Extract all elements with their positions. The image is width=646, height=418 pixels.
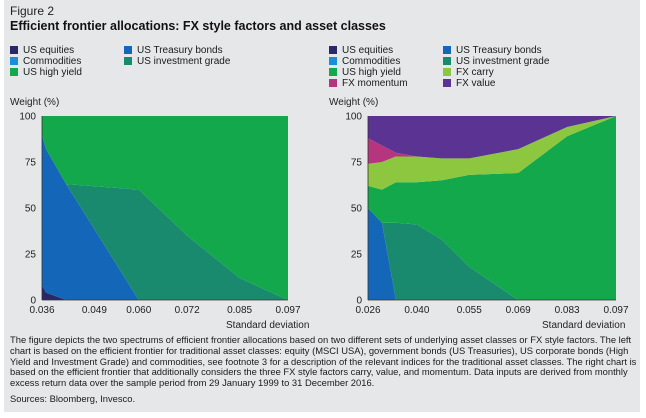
- legend-item-us-investment-grade: US investment grade: [443, 56, 549, 67]
- x-tick-label: 0.040: [404, 305, 429, 316]
- y-tick-label: 0: [30, 296, 36, 307]
- x-tick-label: 0.060: [126, 305, 151, 316]
- figure-sources: Sources: Bloomberg, Invesco.: [10, 393, 136, 404]
- x-tick-label: 0.049: [82, 305, 107, 316]
- x-tick-label: 0.097: [275, 305, 300, 316]
- legend-swatch: [329, 79, 337, 87]
- legend-swatch: [443, 68, 451, 76]
- left-y-axis-label: Weight (%): [10, 97, 60, 108]
- figure-caption: The figure depicts the two spectrums of …: [10, 334, 637, 389]
- legend-swatch: [10, 46, 18, 54]
- y-tick-label: 100: [19, 112, 36, 123]
- area-us-high-yield: [368, 116, 616, 300]
- y-tick-label: 75: [351, 158, 363, 169]
- legend-label: Commodities: [342, 56, 401, 67]
- figure-title: Efficient frontier allocations: FX style…: [10, 19, 386, 33]
- legend-label: FX momentum: [342, 78, 408, 89]
- x-tick-label: 0.036: [29, 305, 54, 316]
- x-tick-label: 0.085: [227, 305, 252, 316]
- legend-label: US Treasury bonds: [456, 45, 542, 56]
- right-chart-legend: US equities US Treasury bonds Commodities U…: [329, 45, 629, 93]
- legend-item-commodities: Commodities: [10, 56, 81, 67]
- right-chart: 0 25 50 75 100 0.026 0.040 0.055 0.069 0.083 0.097: [345, 112, 629, 317]
- legend-item-us-equities: US equities: [329, 45, 393, 56]
- legend-label: FX value: [456, 78, 496, 89]
- legend-label: Commodities: [23, 56, 82, 67]
- legend-item-us-treasury-bonds: US Treasury bonds: [443, 45, 542, 56]
- legend-swatch: [329, 46, 337, 54]
- figure-label: Figure 2: [10, 4, 55, 18]
- legend-label: US investment grade: [137, 56, 231, 67]
- area-fx-carry: [368, 116, 616, 190]
- area-us-high-yield: [42, 116, 288, 300]
- legend-item-commodities: Commodities: [329, 56, 400, 67]
- x-tick-label: 0.026: [355, 305, 380, 316]
- y-tick-label: 100: [345, 112, 362, 123]
- legend-swatch: [10, 57, 18, 65]
- y-tick-label: 50: [25, 204, 37, 215]
- legend-item-fx-carry: FX carry: [443, 67, 494, 78]
- x-tick-label: 0.083: [555, 305, 580, 316]
- legend-swatch: [443, 46, 451, 54]
- y-tick-label: 0: [356, 296, 362, 307]
- legend-swatch: [329, 57, 337, 65]
- legend-label: US equities: [342, 45, 394, 56]
- right-y-axis-label: Weight (%): [329, 97, 379, 108]
- area-us-investment-grade: [368, 208, 616, 300]
- legend-label: US equities: [23, 45, 75, 56]
- legend-label: US high yield: [23, 67, 82, 78]
- legend-item-us-equities: US equities: [10, 45, 74, 56]
- area-fx-value: [368, 116, 616, 159]
- area-us-treasury-bonds: [42, 134, 288, 300]
- legend-swatch: [443, 57, 451, 65]
- legend-label: US investment grade: [456, 56, 550, 67]
- legend-label: US high yield: [342, 67, 401, 78]
- legend-item-us-high-yield: US high yield: [10, 67, 82, 78]
- legend-item-us-treasury-bonds: US Treasury bonds: [124, 45, 223, 56]
- x-tick-label: 0.069: [506, 305, 531, 316]
- legend-item-fx-value: FX value: [443, 78, 495, 89]
- legend-label: US Treasury bonds: [137, 45, 223, 56]
- legend-swatch: [10, 68, 18, 76]
- legend-item-us-investment-grade: US investment grade: [124, 56, 230, 67]
- y-tick-label: 25: [25, 250, 37, 261]
- x-tick-label: 0.097: [603, 305, 628, 316]
- legend-swatch: [329, 68, 337, 76]
- figure-frame: Figure 2 Efficient frontier allocations:…: [4, 0, 640, 412]
- right-x-axis-label: Standard deviation: [542, 320, 626, 331]
- y-tick-label: 50: [351, 204, 363, 215]
- left-x-axis-label: Standard deviation: [226, 320, 310, 331]
- area-us-investment-grade: [42, 134, 288, 300]
- x-tick-label: 0.055: [457, 305, 482, 316]
- legend-swatch: [124, 46, 132, 54]
- y-tick-label: 75: [25, 158, 37, 169]
- left-chart: 0 25 50 75 100 0.036 0.049 0.060 0.072 0.085 0.097: [19, 112, 301, 317]
- legend-swatch: [443, 79, 451, 87]
- legend-swatch: [124, 57, 132, 65]
- area-us-treasury-bonds: [368, 208, 616, 300]
- legend-item-us-high-yield: US high yield: [329, 67, 401, 78]
- y-tick-label: 25: [351, 250, 363, 261]
- left-chart-legend: US equities US Treasury bonds Commodities U…: [10, 45, 310, 81]
- legend-item-fx-momentum: FX momentum: [329, 78, 408, 89]
- legend-label: FX carry: [456, 67, 494, 78]
- x-tick-label: 0.072: [175, 305, 200, 316]
